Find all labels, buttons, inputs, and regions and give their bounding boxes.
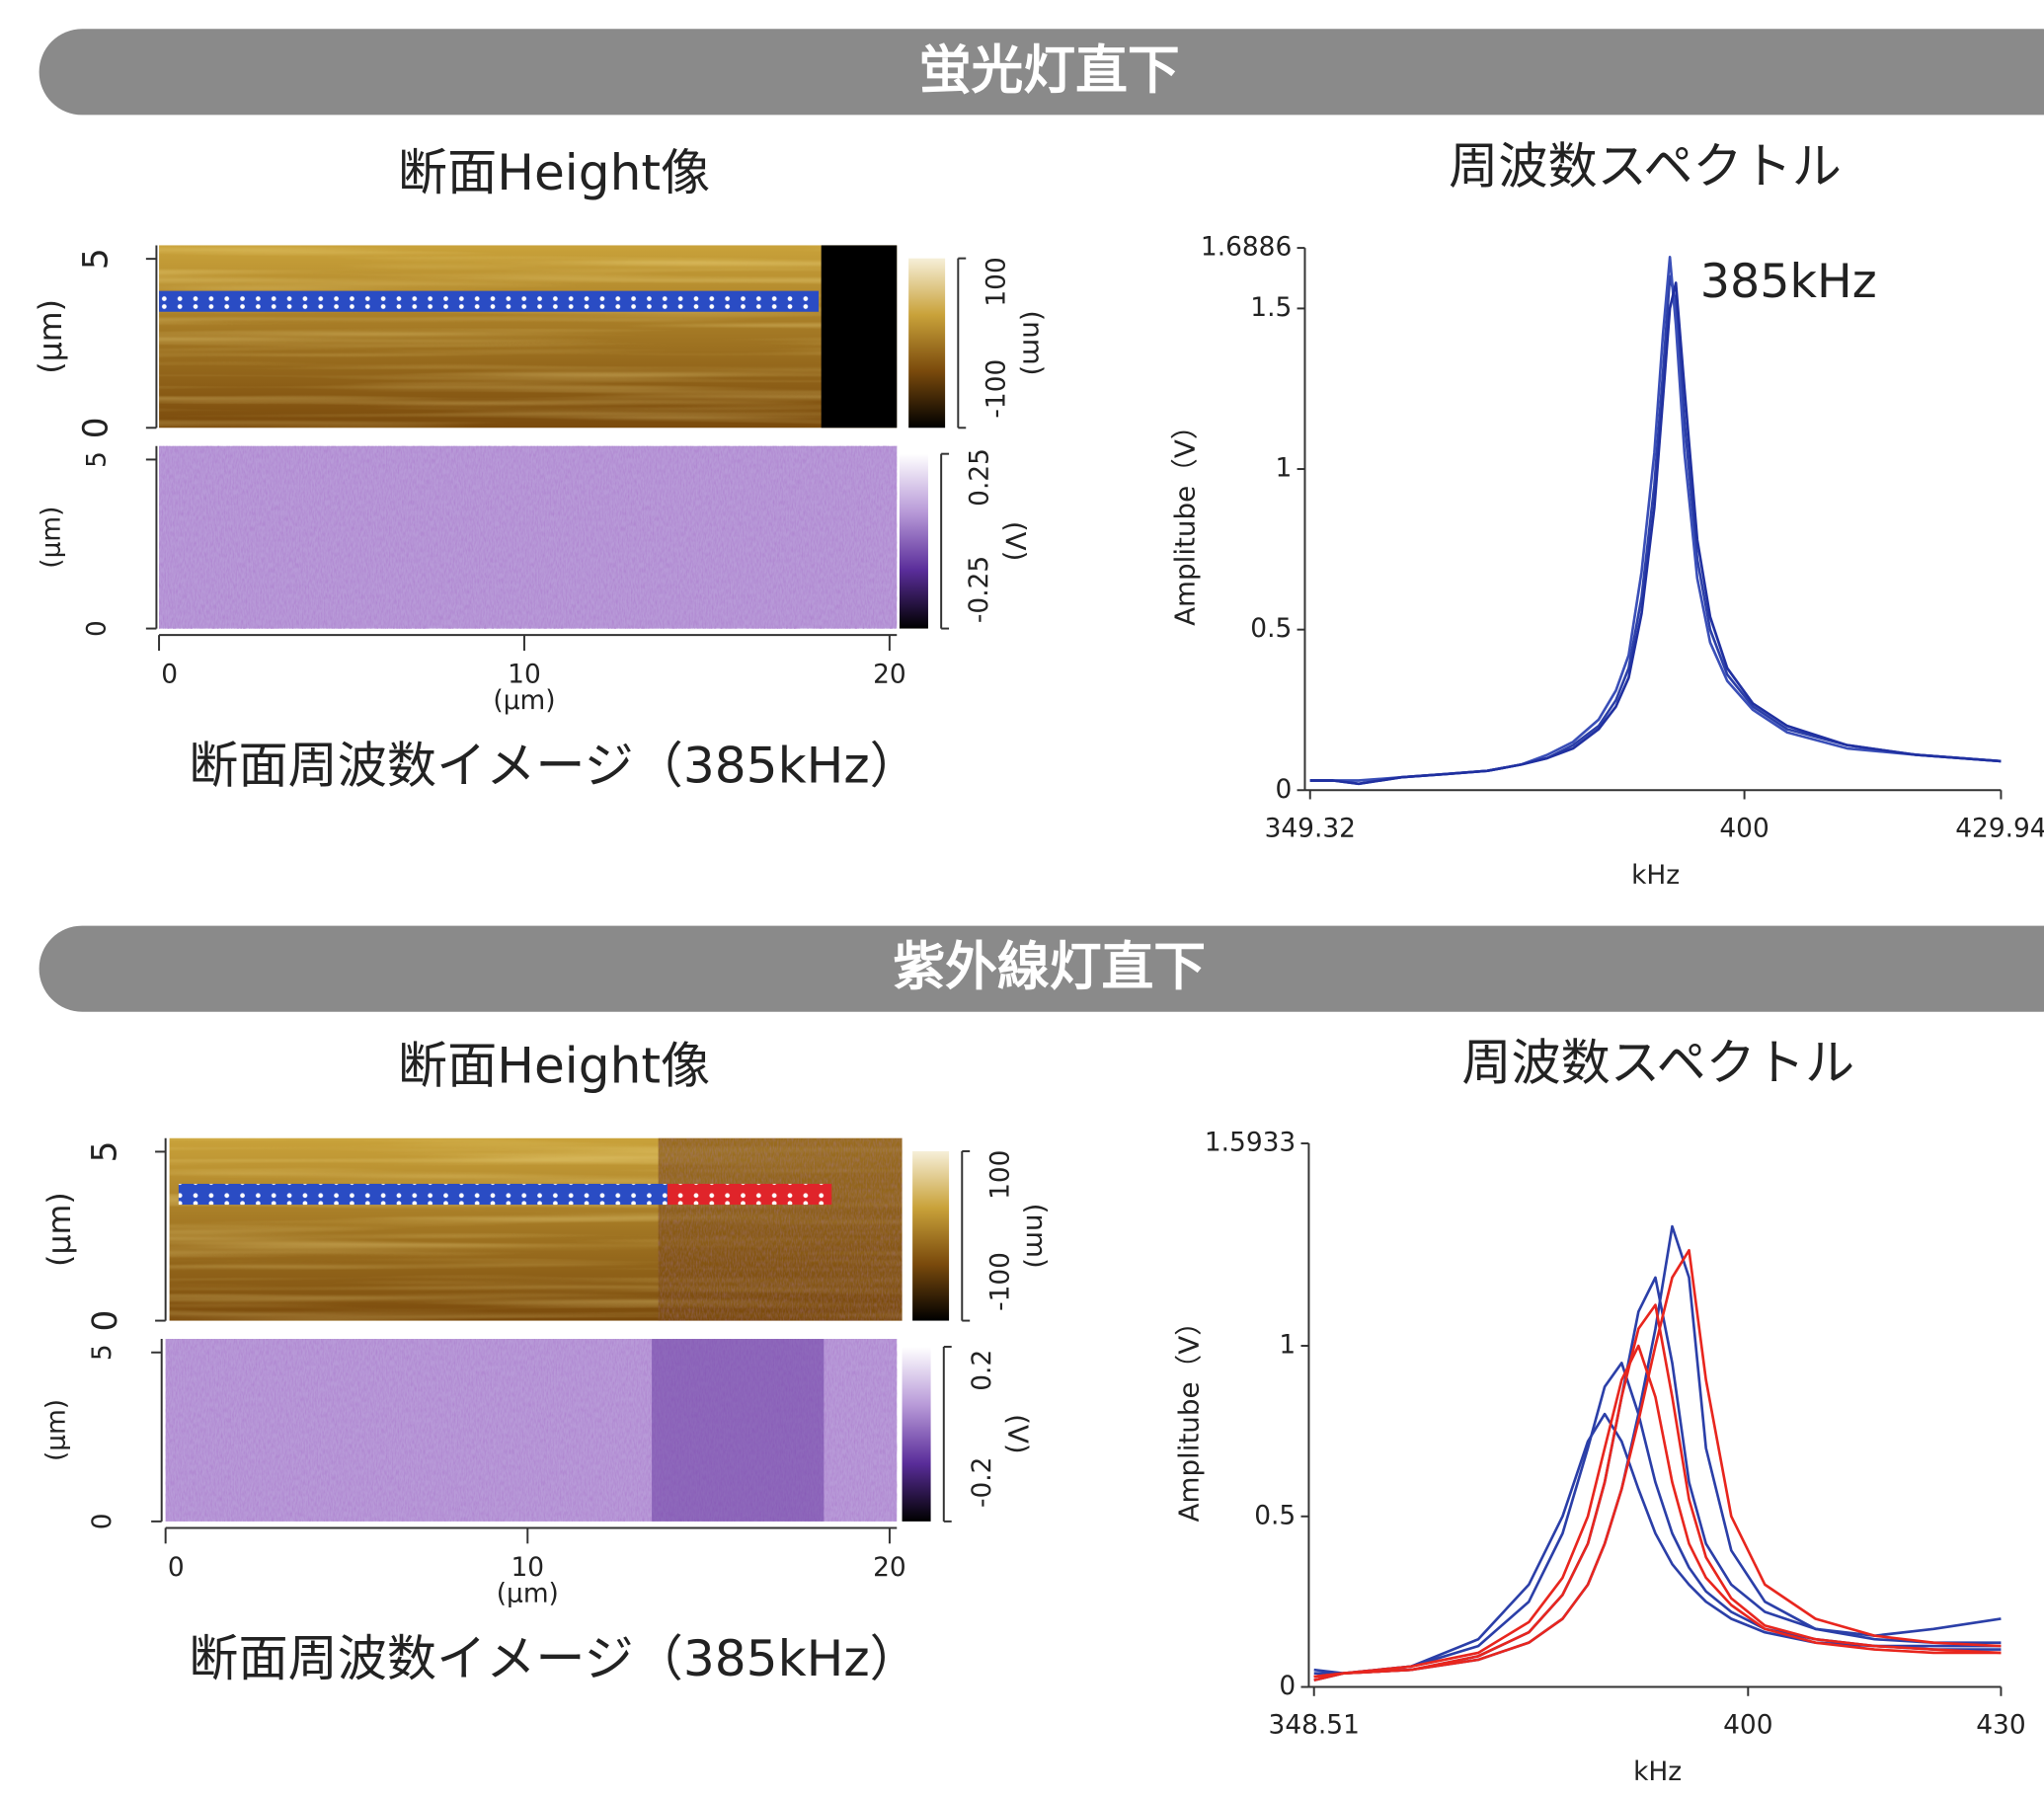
section-header: 蛍光灯直下 <box>919 40 1180 101</box>
y-tick-label: 1.6886 <box>1201 232 1292 263</box>
colorbar <box>902 1346 931 1522</box>
x-tick-label: 10 <box>511 1552 544 1583</box>
chart-title: 断面Height像 <box>398 1036 710 1094</box>
colorbar <box>908 258 946 429</box>
spectrum-line <box>1313 1412 2002 1675</box>
x-tick-label: 430 <box>1976 1710 2025 1741</box>
y-tick-label: 5 <box>86 1141 125 1163</box>
colorbar-tick-label: -100 <box>981 359 1011 419</box>
frequency-texture <box>159 445 898 629</box>
y-tick-label: 1.5 <box>1250 292 1292 323</box>
colorbar-tick-label: 100 <box>984 1150 1015 1200</box>
x-tick-label: 0 <box>168 1552 185 1583</box>
colorbar-tick-label: 100 <box>981 257 1011 306</box>
x-axis-label: (µm) <box>497 1578 559 1608</box>
y-tick-label: 5 <box>87 1344 118 1361</box>
chart-title: 周波数スペクトル <box>1461 1034 1854 1092</box>
spectrum-line <box>1309 274 2002 786</box>
x-tick-label: 20 <box>873 1552 906 1583</box>
frequency-texture <box>165 1339 898 1522</box>
colorbar-label: (nm) <box>1016 310 1049 375</box>
spectrum-line <box>1313 1303 2002 1679</box>
chart-title: 周波数スペクトル <box>1449 136 1842 195</box>
y-axis-label: (µm) <box>36 507 66 569</box>
colorbar <box>899 453 928 629</box>
x-tick-label: 10 <box>508 660 541 690</box>
spectrum-line <box>1309 256 2002 782</box>
measurement-points <box>159 290 820 312</box>
y-tick-label: 0.5 <box>1250 613 1292 644</box>
spectrum-line <box>1309 281 2002 786</box>
chart-title: 断面周波数イメージ（385kHz） <box>189 737 919 795</box>
height-dark-region <box>821 245 898 429</box>
x-tick-label: 400 <box>1723 1710 1772 1741</box>
chart-title: 断面周波数イメージ（385kHz） <box>189 1629 919 1687</box>
height-texture <box>159 245 898 429</box>
y-tick-label: 0 <box>1279 1671 1296 1701</box>
colorbar-label: (V) <box>999 521 1032 562</box>
annotation: 385kHz <box>1700 255 1877 309</box>
colorbar-tick-label: 0.2 <box>967 1350 997 1391</box>
colorbar <box>912 1150 950 1321</box>
spectrum-line <box>1313 1344 2002 1679</box>
section-header-bar <box>39 29 2044 116</box>
y-axis-label: (µm) <box>41 1399 72 1461</box>
y-tick-label: 1 <box>1275 453 1292 484</box>
measurement-points <box>667 1183 832 1206</box>
x-tick-label: 348.51 <box>1269 1710 1360 1741</box>
y-tick-label: 0 <box>82 620 113 637</box>
y-axis-label: Amplitube（V） <box>1168 412 1201 625</box>
colorbar-tick-label: -100 <box>984 1252 1015 1311</box>
measurement-points <box>178 1183 668 1206</box>
y-tick-label: 1 <box>1279 1330 1296 1361</box>
x-axis-label: kHz <box>1631 860 1680 891</box>
x-tick-label: 349.32 <box>1265 813 1356 843</box>
colorbar-label: (nm) <box>1020 1204 1053 1269</box>
frequency-dark-region <box>652 1339 825 1522</box>
y-axis-label: (µm) <box>42 1192 78 1267</box>
colorbar-label: (V) <box>1002 1414 1035 1454</box>
colorbar-tick-label: 0.25 <box>964 448 994 507</box>
y-tick-label: 0 <box>86 1310 125 1332</box>
x-tick-label: 20 <box>873 660 906 690</box>
chart-title: 断面Height像 <box>398 143 710 201</box>
y-tick-label: 0 <box>1275 774 1292 805</box>
x-tick-label: 400 <box>1719 813 1769 843</box>
y-tick-label: 0 <box>87 1513 118 1529</box>
y-axis-label: Amplitube（V） <box>1172 1308 1205 1522</box>
y-tick-label: 5 <box>77 248 117 270</box>
section-header: 紫外線灯直下 <box>893 937 1206 997</box>
colorbar-tick-label: -0.25 <box>964 556 994 623</box>
y-tick-label: 5 <box>82 451 113 468</box>
x-axis-label: (µm) <box>493 685 555 716</box>
y-tick-label: 0 <box>77 417 117 438</box>
y-tick-label: 1.5933 <box>1205 1128 1296 1158</box>
section-header-bar <box>39 925 2044 1012</box>
x-tick-label: 0 <box>161 660 178 690</box>
x-axis-label: kHz <box>1633 1757 1682 1787</box>
y-tick-label: 0.5 <box>1254 1500 1296 1530</box>
x-tick-label: 429.94 <box>1955 813 2044 843</box>
spectrum-line <box>1313 1248 2002 1681</box>
y-axis-label: (µm) <box>34 299 69 374</box>
height-mottled-texture <box>658 1137 903 1321</box>
colorbar-tick-label: -0.2 <box>967 1457 997 1509</box>
